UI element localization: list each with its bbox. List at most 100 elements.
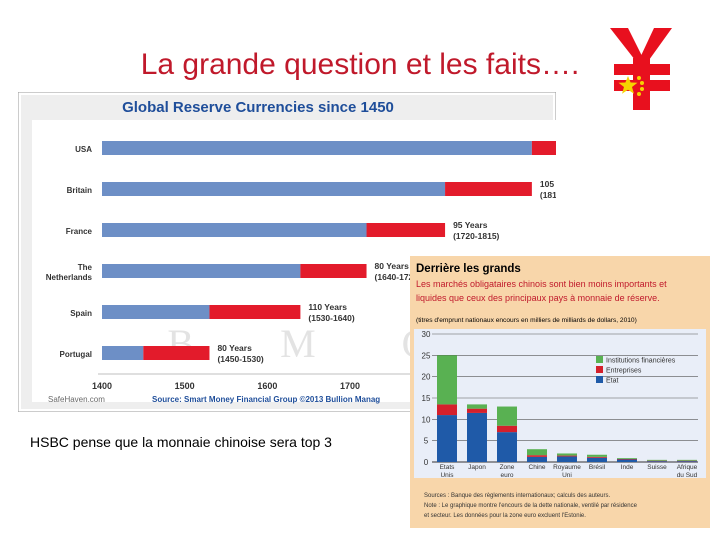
category-label: Britain: [67, 186, 92, 195]
category-label: du Sud: [677, 472, 698, 479]
timeline-bar-before: [102, 182, 446, 196]
timeline-bar-before: [102, 223, 367, 237]
stacked-bar-segment: [587, 454, 607, 457]
category-label: Brésil: [589, 464, 606, 471]
timeline-bar-before: [102, 264, 301, 278]
category-label: Portugal: [60, 350, 92, 359]
stacked-bar-segment: [557, 453, 577, 456]
stacked-bar-segment: [467, 412, 487, 462]
category-label: Chine: [529, 464, 546, 471]
timeline-bar-reserve: [531, 141, 556, 155]
y-tick-label: 30: [422, 330, 431, 339]
stacked-bar-segment: [587, 456, 607, 458]
category-label: The: [78, 263, 93, 272]
timeline-bar-before: [102, 346, 144, 360]
stacked-bar-segment: [677, 461, 697, 462]
timeline-bar-reserve: [209, 305, 301, 319]
chart2-source-line: Note : Le graphique montre l'encours de …: [424, 503, 638, 509]
stacked-bar-segment: [437, 404, 457, 416]
timeline-bar-reserve: [445, 182, 532, 196]
category-label: Unis: [440, 472, 454, 479]
legend-label: Etat: [606, 378, 619, 385]
chart1-title: Global Reserve Currencies since 1450: [122, 99, 394, 116]
legend-label: Institutions financières: [606, 358, 676, 365]
bar-annotation: (1640-1720): [375, 272, 421, 282]
category-label: Suisse: [647, 464, 667, 471]
category-label: Inde: [621, 464, 634, 471]
legend-label: Entreprises: [606, 368, 642, 375]
reserve-currencies-chart: B M G Global Reserve Currencies since 14…: [18, 92, 556, 412]
x-tick-label: 1500: [175, 381, 195, 391]
yen-sign-icon: [610, 28, 672, 110]
category-label: USA: [75, 145, 92, 154]
stacked-bar-segment: [527, 456, 547, 462]
stacked-bar-segment: [677, 460, 697, 462]
stacked-bar-segment: [467, 404, 487, 409]
category-label: Royaume: [553, 464, 581, 471]
bar-annotation: 80 Years: [375, 261, 410, 271]
chart1-footer-left: SafeHaven.com: [48, 395, 105, 404]
stacked-bar-segment: [497, 406, 517, 426]
stacked-bar-segment: [617, 459, 637, 462]
timeline-bar-before: [102, 305, 210, 319]
legend-swatch: [596, 366, 603, 373]
category-label: Etats: [440, 464, 456, 471]
timeline-bar-reserve: [143, 346, 210, 360]
chart2-source: Sources : Banque des règlements internat…: [424, 493, 639, 519]
yen-glyph: [610, 28, 672, 110]
chart2-subtitle-line: Les marchés obligataires chinois sont bi…: [416, 279, 667, 289]
chart2-source-line: Sources : Banque des règlements internat…: [424, 493, 610, 499]
timeline-bar-reserve: [300, 264, 367, 278]
timeline-bar-before: [102, 141, 532, 155]
bar-annotation: 105 Years: [540, 179, 556, 189]
stacked-bar-segment: [587, 457, 607, 462]
bar-annotation: 80 Years: [217, 343, 252, 353]
timeline-bar-reserve: [366, 223, 446, 237]
category-label: Spain: [70, 309, 92, 318]
bar-annotation: (1720-1815): [453, 231, 499, 241]
chart2-units: (titres d'emprunt nationaux encours en m…: [416, 317, 637, 324]
stacked-bar-segment: [467, 408, 487, 413]
china-flag-stars: [618, 76, 644, 96]
category-label: euro: [500, 472, 513, 479]
stacked-bar-segment: [677, 459, 697, 461]
chart2-subtitle-line: liquides que ceux des principaux pays à …: [416, 293, 660, 303]
stacked-bar-segment: [527, 449, 547, 456]
category-label: Zone: [500, 464, 515, 471]
slide-title: La grande question et les faits….: [140, 48, 580, 81]
stacked-bar-segment: [527, 455, 547, 457]
category-label: Uni: [562, 472, 572, 479]
stacked-bar-segment: [437, 415, 457, 462]
legend-swatch: [596, 376, 603, 383]
x-tick-label: 1600: [257, 381, 277, 391]
stacked-bar-segment: [647, 459, 667, 461]
stacked-bar-segment: [497, 425, 517, 433]
stacked-bar-segment: [617, 458, 637, 460]
category-label: France: [66, 227, 93, 236]
x-tick-label: 1700: [340, 381, 360, 391]
category-label: Netherlands: [46, 273, 93, 282]
category-label: Afrique: [677, 464, 698, 471]
y-tick-label: 5: [424, 437, 429, 446]
bond-market-chart: Derrière les grands Les marchés obligata…: [410, 256, 710, 528]
stacked-bar-segment: [647, 460, 667, 462]
y-tick-label: 15: [422, 394, 431, 403]
stacked-bar-segment: [647, 461, 667, 462]
x-tick-label: 1400: [92, 381, 112, 391]
legend-swatch: [596, 356, 603, 363]
y-tick-label: 25: [422, 351, 431, 360]
chart1-watermark: B M G: [167, 321, 468, 366]
chart2-source-line: et secteur. Les données pour la zone eur…: [424, 513, 586, 519]
bar-annotation: 95 Years: [453, 220, 488, 230]
bar-annotation: 110 Years: [308, 302, 347, 312]
bar-annotation: (1450-1530): [217, 354, 263, 364]
stacked-bar-segment: [497, 432, 517, 462]
hsbc-caption: HSBC pense que la monnaie chinoise sera …: [30, 434, 332, 450]
y-tick-label: 20: [422, 373, 431, 382]
stacked-bar-segment: [437, 355, 457, 405]
chart1-footer-source: Source: Smart Money Financial Group ©201…: [152, 395, 380, 404]
y-tick-label: 0: [424, 458, 429, 467]
chart2-title: Derrière les grands: [416, 263, 521, 275]
category-label: Japon: [468, 464, 486, 471]
bar-annotation: (1530-1640): [308, 313, 354, 323]
